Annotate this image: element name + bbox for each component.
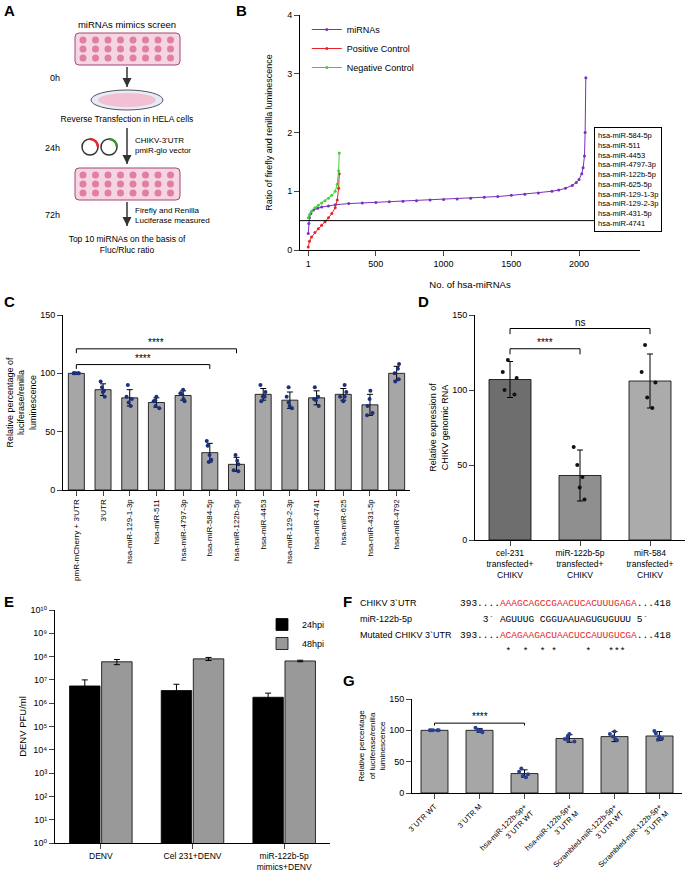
svg-text:100: 100	[40, 368, 55, 378]
svg-text:0: 0	[50, 485, 55, 495]
svg-text:miR-122b-5pmimics+DENV: miR-122b-5pmimics+DENV	[257, 851, 312, 872]
html-text:G: G	[343, 672, 355, 689]
svg-text:CHIKV-3'UTR: CHIKV-3'UTR	[135, 136, 184, 145]
svg-text:No. of hsa-miRNAs: No. of hsa-miRNAs	[429, 279, 511, 290]
html-text:C: C	[4, 293, 15, 310]
svg-text:2000: 2000	[569, 259, 589, 269]
svg-text:DENV: DENV	[89, 851, 113, 861]
svg-text:3`UTR M: 3`UTR M	[456, 802, 484, 830]
svg-text:DENV PFU/ml: DENV PFU/ml	[17, 696, 28, 757]
svg-text:****: ****	[472, 711, 488, 722]
svg-text:Relative percentageof lucifera: Relative percentageof luciferase/renilla…	[357, 710, 387, 782]
svg-text:Reverse Transfection in HELA c: Reverse Transfection in HELA cells	[61, 114, 194, 124]
svg-text:48hpi: 48hpi	[302, 639, 324, 649]
svg-text:50: 50	[394, 757, 404, 767]
svg-text:Positive Control: Positive Control	[347, 44, 410, 54]
svg-text:****: ****	[537, 337, 553, 348]
html-text:3` AGUUUG CGGUAAUAGUGUGUUU 5`: 3` AGUUUG CGGUAAUAGUGUGUUU 5`	[482, 614, 649, 625]
svg-text:150: 150	[452, 310, 467, 320]
svg-text:10²: 10²	[34, 792, 47, 802]
html-text:CHIKV 3`UTR: CHIKV 3`UTR	[360, 598, 417, 608]
svg-text:10⁰: 10⁰	[34, 838, 48, 848]
svg-text:24h: 24h	[45, 143, 60, 153]
svg-text:cel-231transfected+CHIKV: cel-231transfected+CHIKV	[486, 548, 533, 580]
svg-text:150: 150	[40, 310, 55, 320]
svg-text:hsa-miR-129-1-3p: hsa-miR-129-1-3p	[125, 499, 134, 564]
svg-text:miR-584transfected+CHIKV: miR-584transfected+CHIKV	[626, 548, 673, 580]
svg-text:10¹: 10¹	[34, 815, 47, 825]
svg-text:pmR-mCherry + 3'UTR: pmR-mCherry + 3'UTR	[72, 499, 81, 581]
svg-text:10⁵: 10⁵	[33, 722, 47, 732]
svg-text:Luciferase measured: Luciferase measured	[135, 216, 210, 225]
html-text:D: D	[418, 293, 429, 310]
svg-text:24hpi: 24hpi	[302, 620, 324, 630]
svg-text:hsa-miR-584-5p: hsa-miR-584-5p	[205, 499, 214, 557]
svg-text:hsa-miR-584-5phsa-miR-511hsa-m: hsa-miR-584-5phsa-miR-511hsa-miR-4453hsa…	[598, 131, 658, 228]
svg-text:Ratio of firefly and renilla l: Ratio of firefly and renilla luminescenc…	[264, 54, 274, 211]
svg-text:10³: 10³	[34, 768, 47, 778]
html-text:miR-122b-5p: miR-122b-5p	[360, 614, 412, 624]
svg-text:hsa-miR-122b-5p+3`UTR WT: hsa-miR-122b-5p+3`UTR WT	[478, 802, 536, 860]
html-text:393.... AAAGCAGCCGAACUCACUUUGA: 393.... AAAGCAGCCGAACUCACUUUGAGA...418	[460, 598, 671, 609]
svg-text:3'UTR: 3'UTR	[99, 499, 108, 522]
svg-text:hsa-miR-4741: hsa-miR-4741	[312, 499, 321, 550]
svg-text:Relative expression ofCHIKV ge: Relative expression ofCHIKV genomic RNA	[428, 383, 450, 472]
svg-text:72h: 72h	[45, 210, 60, 220]
svg-text:hsa-miR-4797-3p: hsa-miR-4797-3p	[179, 499, 188, 561]
svg-text:Firefly and Renilla: Firefly and Renilla	[135, 206, 200, 215]
svg-text:10⁹: 10⁹	[33, 628, 47, 638]
svg-text:10¹⁰: 10¹⁰	[31, 605, 48, 615]
svg-text:pmiR-glo vector: pmiR-glo vector	[135, 146, 191, 155]
svg-text:Top 10 miRNAs on the basis of: Top 10 miRNAs on the basis of	[69, 234, 186, 244]
svg-text:500: 500	[368, 259, 383, 269]
svg-text:1: 1	[306, 259, 311, 269]
svg-text:****: ****	[148, 337, 164, 348]
svg-text:hsa-miR-511: hsa-miR-511	[152, 499, 161, 545]
svg-text:hsa-miR-122b-5p+3`UTR M: hsa-miR-122b-5p+3`UTR M	[523, 802, 581, 860]
svg-text:50: 50	[45, 427, 55, 437]
svg-text:3`UTR WT: 3`UTR WT	[407, 802, 439, 834]
svg-text:Negative Control: Negative Control	[347, 63, 414, 73]
html-text:B: B	[236, 2, 247, 19]
html-text:393.... ACAGAAGACUAACUCCAUUGUC: 393.... ACAGAAGACUAACUCCAUUGUCGA...418	[460, 630, 671, 641]
svg-text:2: 2	[287, 128, 292, 138]
svg-text:4: 4	[287, 10, 292, 20]
html-text:E: E	[4, 593, 14, 610]
svg-text:10⁸: 10⁸	[33, 652, 47, 662]
html-text:A: A	[4, 2, 15, 19]
svg-text:Fluc/Rluc ratio: Fluc/Rluc ratio	[100, 245, 155, 255]
svg-text:miR-122b-5ptransfected+CHIKV: miR-122b-5ptransfected+CHIKV	[555, 548, 604, 580]
svg-text:hsa-miR-4453: hsa-miR-4453	[259, 499, 268, 550]
html-text:Mutated CHIKV 3`UTR: Mutated CHIKV 3`UTR	[360, 630, 452, 640]
svg-text:Scrambled-miR-122b-5p+3`UTR WT: Scrambled-miR-122b-5p+3`UTR WT	[551, 802, 626, 877]
svg-text:100: 100	[389, 725, 404, 735]
svg-text:50: 50	[457, 460, 467, 470]
svg-text:10⁴: 10⁴	[33, 745, 47, 755]
svg-text:10⁶: 10⁶	[33, 698, 47, 708]
svg-text:0: 0	[287, 245, 292, 255]
svg-text:Cel 231+DENV: Cel 231+DENV	[164, 851, 222, 861]
svg-text:miRNAs mimics screen: miRNAs mimics screen	[78, 19, 176, 30]
svg-text:10⁷: 10⁷	[34, 675, 47, 685]
html-text:F: F	[343, 593, 353, 610]
svg-text:Scrambled-miR-122b-5p+3`UTR M: Scrambled-miR-122b-5p+3`UTR M	[596, 802, 671, 877]
svg-text:150: 150	[389, 694, 404, 704]
svg-text:3: 3	[287, 69, 292, 79]
svg-text:Relative percentage oflucifera: Relative percentage ofluciferase/renilla…	[5, 357, 38, 448]
svg-text:0: 0	[399, 788, 404, 798]
svg-text:ns: ns	[575, 317, 586, 328]
svg-text:miRNAs: miRNAs	[347, 25, 380, 35]
svg-text:hsa-miR-122b-5p: hsa-miR-122b-5p	[232, 499, 241, 561]
svg-text:1: 1	[287, 186, 292, 196]
svg-text:100: 100	[452, 385, 467, 395]
svg-text:1000: 1000	[434, 259, 454, 269]
svg-text:0h: 0h	[50, 73, 60, 83]
svg-text:hsa-miR-625: hsa-miR-625	[339, 499, 348, 545]
svg-text:hsa-miR-431-5p: hsa-miR-431-5p	[366, 499, 375, 557]
svg-text:hsa-miR-129-2-3p: hsa-miR-129-2-3p	[285, 499, 294, 564]
svg-text:0: 0	[462, 535, 467, 545]
svg-text:****: ****	[135, 353, 151, 364]
svg-text:hsa-miR-4792: hsa-miR-4792	[392, 499, 401, 550]
svg-text:1500: 1500	[501, 259, 521, 269]
